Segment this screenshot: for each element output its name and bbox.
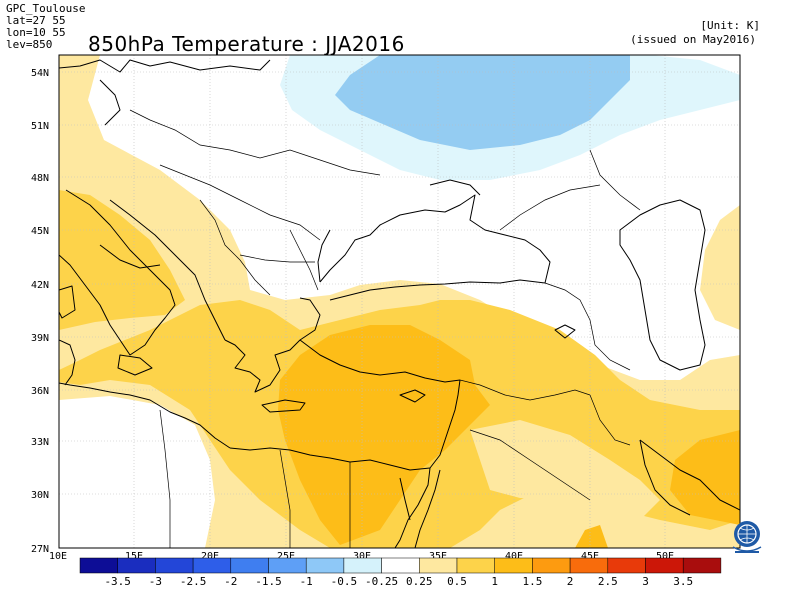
map-frame xyxy=(58,54,741,549)
colorbar-tick-label: 1 xyxy=(491,575,498,588)
colorbar-tick-label: -3.5 xyxy=(104,575,131,588)
colorbar-tick-label: 2 xyxy=(567,575,574,588)
coastlines xyxy=(59,59,740,548)
lat-tick-label: 27N xyxy=(31,544,49,555)
map-metadata: GPC_Toulouse lat=27 55 lon=10 55 lev=850 xyxy=(6,3,85,51)
map-plot-area xyxy=(59,55,740,548)
lon-tick-label: 20E xyxy=(201,551,219,562)
colorbar-swatch xyxy=(117,557,156,574)
colorbar-tick-label: 3 xyxy=(642,575,649,588)
colorbar-swatch xyxy=(494,557,533,574)
colorbar-tick-label: -0.25 xyxy=(365,575,398,588)
warm-anomaly-region-italy xyxy=(59,190,185,330)
colorbar-swatch xyxy=(532,557,571,574)
map-gridlines xyxy=(59,55,740,548)
unit-label: [Unit: K] xyxy=(700,19,760,32)
neutral-region-libya xyxy=(59,396,215,548)
colorbar-swatch xyxy=(305,557,345,574)
lat-tick-label: 30N xyxy=(31,490,49,501)
warm-anomaly-region-arabia xyxy=(470,420,660,520)
colorbar-swatch xyxy=(682,557,722,574)
colorbar-tick-label: -2.5 xyxy=(180,575,207,588)
colorbar-tick-label: 0.5 xyxy=(447,575,467,588)
lon-tick-label: 30E xyxy=(353,551,371,562)
colorbar-tick-label: -3 xyxy=(149,575,162,588)
lat-tick-label: 42N xyxy=(31,280,49,291)
colorbar-swatches xyxy=(79,557,722,574)
colorbar-swatch xyxy=(419,557,458,574)
country-borders xyxy=(129,109,641,548)
lat-tick-label: 51N xyxy=(31,121,49,132)
warm-anomaly-region-south xyxy=(575,525,608,548)
lat-tick-label: 48N xyxy=(31,173,49,184)
lon-tick-label: 45E xyxy=(581,551,599,562)
lon-tick-label: 35E xyxy=(429,551,447,562)
lon-tick-label: 25E xyxy=(277,551,295,562)
colorbar-swatch xyxy=(607,557,646,574)
colorbar-swatch xyxy=(155,557,194,574)
warm-anomaly-region-caspian xyxy=(700,205,740,330)
colorbar-tick-label: -0.5 xyxy=(331,575,358,588)
source-label: GPC_Toulouse xyxy=(6,2,86,15)
colorbar-tick-label: -1.5 xyxy=(255,575,282,588)
colorbar-swatch xyxy=(192,557,232,574)
colorbar-labels: -3.5 -3 -2.5 -2 -1.5 -1 -0.5 -0.25 0.25 0.5 1 1.5 2 2… xyxy=(104,575,693,588)
colorbar-swatch xyxy=(456,557,495,574)
colorbar-tick-label: 1.5 xyxy=(522,575,542,588)
colorbar-swatch xyxy=(230,557,269,574)
level-label: lev=850 xyxy=(6,38,53,51)
issued-label: (issued on May2016) xyxy=(630,33,756,46)
colorbar-tick-label: 3.5 xyxy=(673,575,693,588)
lat-range-label: lat=27 55 xyxy=(6,14,66,27)
lon-tick-label: 15E xyxy=(125,551,143,562)
lat-tick-label: 39N xyxy=(31,333,49,344)
colorbar-tick-label: -2 xyxy=(224,575,237,588)
lat-tick-label: 36N xyxy=(31,386,49,397)
colorbar-swatch xyxy=(343,557,382,574)
lon-tick-label: 40E xyxy=(505,551,523,562)
latitude-axis: 54N 51N 48N 45N 42N 39N 36N 33N 30N 27N xyxy=(31,68,49,555)
longitude-axis: 10E 15E 20E 25E 30E 35E 40E 45E 50E xyxy=(49,551,674,562)
colorbar-swatch xyxy=(645,557,684,574)
colorbar-swatch xyxy=(569,557,609,574)
lon-tick-label: 50E xyxy=(656,551,674,562)
colorbar-tick-label: -1 xyxy=(300,575,313,588)
colorbar-tick-label: 0.25 xyxy=(406,575,433,588)
map-title: 850hPa Temperature : JJA2016 xyxy=(88,32,405,56)
colorbar-swatch xyxy=(381,557,420,574)
wmo-logo-icon xyxy=(732,521,762,553)
lat-tick-label: 54N xyxy=(31,68,49,79)
colorbar-swatch xyxy=(268,557,307,574)
lat-tick-label: 33N xyxy=(31,437,49,448)
colorbar-swatch xyxy=(79,557,118,574)
cool-anomaly-region-ukraine xyxy=(335,55,630,150)
lon-range-label: lon=10 55 xyxy=(6,26,66,39)
lat-tick-label: 45N xyxy=(31,226,49,237)
lon-tick-label: 10E xyxy=(49,551,67,562)
colorbar-tick-label: 2.5 xyxy=(598,575,618,588)
